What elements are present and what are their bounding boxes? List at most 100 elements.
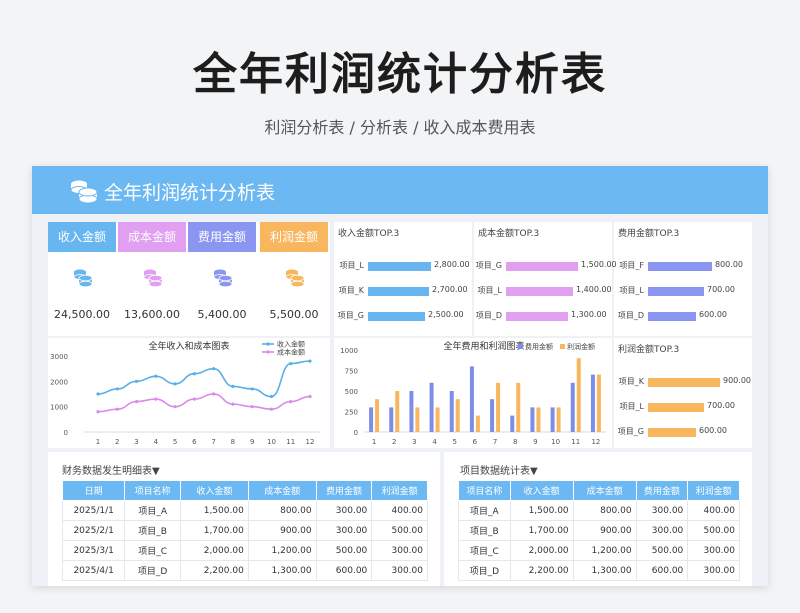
bar [496,382,501,432]
bar [490,399,495,432]
table-cell: 2,000.00 [179,540,249,561]
table-cell: 2025/4/1 [61,560,126,581]
kpi-value: 5,500.00 [269,308,319,321]
top3-value-label: 1,300.00 [571,310,607,319]
x-tick-label: 11 [286,438,295,446]
x-tick-label: 4 [154,438,159,446]
x-tick-label: 6 [473,438,478,446]
table-cell: 1,300.00 [572,560,637,581]
x-tick-label: 2 [115,438,119,446]
table-cell: 2025/3/1 [61,540,126,561]
table-cell: 500.00 [687,520,740,541]
kpi-box: 收入金额 24,500.00 [48,222,116,336]
table-cell: 项目_A [458,500,511,521]
stats-table-card: 项目数据统计表▼ 项目名称 收入金额 成本金额 费用金额 利润金额 项目_A 1,500.0… [444,452,752,586]
bar-chart-title: 全年费用和利润图表 [443,340,524,352]
x-tick-label: 5 [453,438,457,446]
legend-marker [266,350,270,354]
data-point [289,362,293,366]
detail-table: 日期 项目名称 收入金额 成本金额 费用金额 利润金额 2025/1/1 项目_A 1,500.… [61,480,428,581]
top3-value-label: 2,500.00 [428,310,464,319]
bar [530,407,535,432]
table-cell: 2025/2/1 [61,520,126,541]
top3-category-label: 项目_L [619,402,644,411]
x-tick-label: 6 [192,438,197,446]
bar [435,407,440,432]
dashboard-header: 全年利润统计分析表 [32,166,768,214]
bar [375,399,380,432]
top3-bar [368,287,429,296]
bar [369,407,374,432]
column-header: 利润金额 [687,480,740,501]
table-cell: 500.00 [635,540,689,561]
table-cell: 900.00 [247,520,317,541]
table-cell: 300.00 [635,500,689,521]
column-header: 收入金额 [509,480,574,501]
table-cell: 项目_D [458,560,511,581]
top3-bar [506,312,568,321]
coins-icon [143,269,163,288]
top3-bar [648,428,696,437]
table-cell: 500.00 [315,540,373,561]
x-tick-label: 3 [412,438,416,446]
y-tick-label: 0 [64,429,68,437]
bar [556,407,561,432]
bar [455,399,460,432]
table-cell: 1,200.00 [572,540,637,561]
table-cell: 2,000.00 [509,540,574,561]
legend-label: 成本金额 [277,348,305,357]
table-cell: 900.00 [572,520,637,541]
x-tick-label: 12 [591,438,600,446]
x-tick-label: 1 [372,438,376,446]
detail-table-title: 财务数据发生明细表▼ [62,466,160,477]
bar [536,407,541,432]
x-tick-label: 9 [533,438,537,446]
data-point [173,405,177,409]
data-point [308,359,312,363]
data-point [154,397,158,401]
x-tick-label: 8 [231,438,235,446]
table-cell: 800.00 [247,500,317,521]
table-cell: 600.00 [315,560,373,581]
data-point [96,410,100,414]
legend-label: 利润金额 [567,342,595,351]
bar [409,391,414,432]
top3-value-label: 2,800.00 [434,260,470,269]
table-cell: 300.00 [635,520,689,541]
bar [395,391,400,432]
table-cell: 300.00 [371,540,428,561]
legend-label: 收入金额 [277,340,305,349]
top3-bar [506,262,578,271]
top3-category-label: 项目_L [339,261,364,270]
bar [576,358,581,432]
x-tick-label: 7 [211,438,215,446]
top3-title: 利润金额TOP.3 [618,345,680,355]
top3-bar [368,312,425,321]
data-point [154,374,158,378]
dashboard-panel: 全年利润统计分析表 收入金额 24,500.00 成本金额 13,600.00 费用金额… [32,166,768,586]
x-tick-label: 1 [96,438,100,446]
y-tick-label: 3000 [50,353,68,361]
top3-bar [368,262,431,271]
legend-label: 费用金额 [525,342,553,351]
bar [550,407,555,432]
table-cell: 300.00 [371,560,428,581]
data-point [134,379,139,383]
coins-icon [70,180,98,204]
bar [415,407,420,432]
x-tick-label: 7 [493,438,497,446]
table-cell: 2,200.00 [179,560,249,581]
data-point [96,392,100,396]
top3-category-label: 项目_K [338,286,364,295]
table-row: 2025/3/1 项目_C 2,000.00 1,200.00 500.00 300.00 [61,540,428,561]
top3-value-label: 1,400.00 [576,285,612,294]
data-point [231,402,235,406]
x-tick-label: 8 [513,438,517,446]
table-cell: 400.00 [687,500,740,521]
top3-value-label: 900.00 [723,376,751,385]
x-tick-label: 11 [571,438,580,446]
bar [510,415,515,432]
table-cell: 500.00 [371,520,428,541]
top3-category-label: 项目_L [619,286,644,295]
